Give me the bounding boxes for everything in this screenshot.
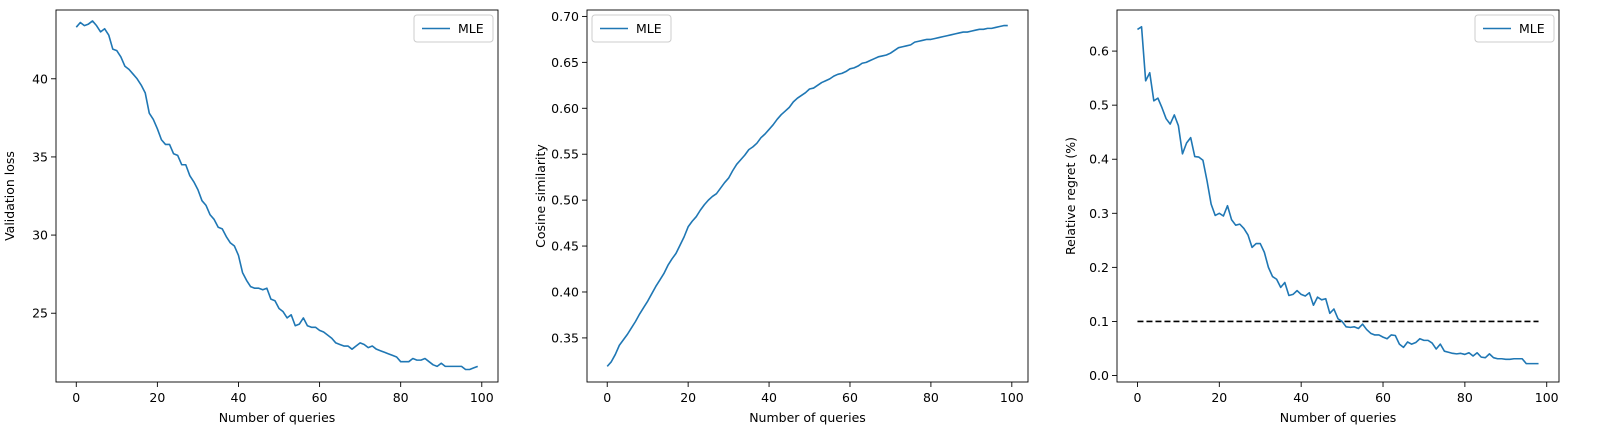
x-axis-label: Number of queries	[1280, 410, 1397, 425]
y-tick-label: 0.60	[551, 101, 579, 116]
x-tick-label: 80	[1457, 390, 1473, 405]
y-tick-label: 0.3	[1089, 206, 1109, 221]
y-tick-label: 0.2	[1089, 260, 1109, 275]
series-line-mle	[606, 24, 1008, 367]
y-axis-label: Validation loss	[2, 151, 17, 241]
legend-frame	[413, 14, 494, 43]
x-tick-label: 40	[761, 390, 777, 405]
y-tick-label: 40	[32, 71, 48, 86]
x-tick-label: 20	[680, 390, 696, 405]
legend: MLE	[591, 14, 672, 43]
plot-frame	[55, 9, 499, 383]
y-axis-label: Relative regret (%)	[1063, 137, 1078, 255]
y-tick-label: 0.40	[551, 284, 579, 299]
chart-panel-cosine-similarity: Cosine similarity Number of queries 0 20 4…	[533, 9, 1029, 425]
plot-frame	[1116, 9, 1560, 383]
plot-frame	[586, 9, 1029, 383]
x-tick-label: 100	[1535, 390, 1559, 405]
legend-label: MLE	[458, 21, 484, 36]
x-tick-label: 20	[1211, 390, 1227, 405]
y-tick-label: 25	[32, 306, 48, 321]
legend-label: MLE	[1519, 21, 1545, 36]
legend-frame	[591, 14, 672, 43]
y-tick-label: 0.4	[1089, 152, 1109, 167]
y-tick-label: 30	[32, 228, 48, 243]
x-tick-label: 0	[1133, 390, 1141, 405]
legend: MLE	[413, 14, 494, 43]
chart-panel-relative-regret: Relative regret (%) Number of queries 0 2…	[1063, 9, 1560, 425]
x-axis-label: Number of queries	[219, 410, 336, 425]
legend-label: MLE	[636, 21, 662, 36]
x-tick-label: 40	[231, 390, 247, 405]
x-axis-label: Number of queries	[749, 410, 866, 425]
series-line-mle	[75, 20, 479, 371]
y-tick-label: 0.1	[1089, 314, 1109, 329]
x-tick-label: 40	[1293, 390, 1309, 405]
y-tick-label: 35	[32, 149, 48, 164]
x-tick-label: 60	[1375, 390, 1391, 405]
y-tick-label: 0.35	[551, 330, 579, 345]
series-line-mle	[1137, 25, 1539, 365]
x-tick-label: 80	[923, 390, 939, 405]
legend-frame	[1474, 14, 1555, 43]
chart-panel-validation-loss: Validation loss Number of queries 0 20 40 6…	[2, 9, 499, 425]
x-tick-label: 0	[72, 390, 80, 405]
y-tick-label: 0.5	[1089, 98, 1109, 113]
legend: MLE	[1474, 14, 1555, 43]
y-tick-label: 0.50	[551, 193, 579, 208]
x-tick-label: 0	[603, 390, 611, 405]
x-tick-label: 100	[1000, 390, 1024, 405]
y-axis-label: Cosine similarity	[533, 144, 548, 248]
x-tick-label: 100	[470, 390, 494, 405]
y-tick-label: 0.6	[1089, 44, 1109, 59]
x-tick-label: 20	[149, 390, 165, 405]
y-tick-label: 0.70	[551, 9, 579, 24]
x-tick-label: 60	[312, 390, 328, 405]
y-tick-label: 0.0	[1089, 368, 1109, 383]
y-tick-label: 0.65	[551, 55, 579, 70]
x-tick-label: 80	[393, 390, 409, 405]
y-tick-label: 0.45	[551, 239, 579, 254]
x-tick-label: 60	[842, 390, 858, 405]
y-tick-label: 0.55	[551, 147, 579, 162]
